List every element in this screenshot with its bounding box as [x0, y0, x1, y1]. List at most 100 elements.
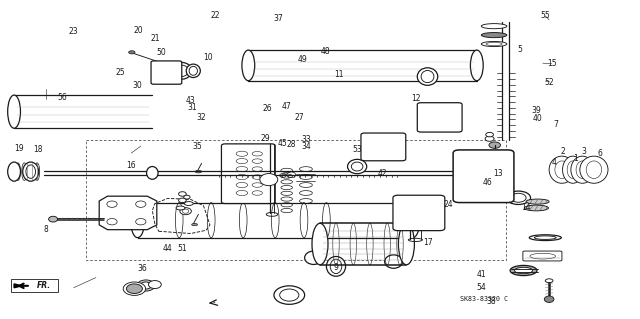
Text: 40: 40 [532, 114, 543, 122]
Ellipse shape [137, 280, 155, 291]
Text: 54: 54 [476, 283, 486, 292]
Ellipse shape [147, 167, 158, 179]
Ellipse shape [406, 203, 420, 238]
Text: 21: 21 [150, 34, 159, 43]
Ellipse shape [8, 162, 20, 181]
Ellipse shape [481, 33, 507, 38]
Polygon shape [99, 196, 157, 230]
Text: 49: 49 [297, 56, 307, 64]
Ellipse shape [186, 64, 200, 78]
Text: 2: 2 [561, 147, 566, 156]
Text: 22: 22 [211, 11, 220, 20]
Text: 10: 10 [203, 53, 213, 62]
FancyBboxPatch shape [453, 150, 514, 203]
Ellipse shape [580, 156, 608, 183]
Text: 31: 31 [187, 103, 197, 112]
Text: 15: 15 [547, 59, 557, 68]
Ellipse shape [280, 289, 299, 301]
Text: 56: 56 [58, 93, 68, 102]
Text: 36: 36 [137, 264, 147, 273]
FancyBboxPatch shape [417, 103, 462, 132]
Ellipse shape [123, 282, 146, 295]
Ellipse shape [563, 156, 583, 183]
Text: 14: 14 [521, 203, 531, 212]
FancyBboxPatch shape [221, 144, 275, 204]
Ellipse shape [486, 132, 493, 137]
Ellipse shape [8, 95, 20, 128]
Ellipse shape [305, 251, 323, 264]
Polygon shape [14, 284, 22, 288]
Ellipse shape [571, 156, 594, 183]
Text: 16: 16 [126, 161, 136, 170]
Text: 28: 28 [287, 140, 296, 149]
Text: 51: 51 [177, 244, 188, 253]
Ellipse shape [385, 255, 403, 268]
Text: 38: 38 [486, 297, 497, 306]
Ellipse shape [524, 205, 548, 211]
Ellipse shape [545, 279, 553, 283]
Ellipse shape [510, 265, 537, 276]
Ellipse shape [242, 50, 255, 81]
Text: 32: 32 [196, 113, 207, 122]
Ellipse shape [312, 223, 328, 265]
Ellipse shape [506, 191, 531, 204]
Ellipse shape [184, 202, 193, 205]
Text: 29: 29 [260, 134, 271, 143]
Ellipse shape [417, 68, 438, 85]
Ellipse shape [131, 203, 145, 238]
Text: 42: 42 [378, 169, 388, 178]
Text: FR.: FR. [37, 281, 51, 290]
Ellipse shape [348, 159, 367, 174]
Ellipse shape [481, 24, 507, 29]
Text: 24: 24 [443, 200, 453, 209]
Ellipse shape [49, 216, 58, 222]
Text: 45: 45 [278, 139, 288, 148]
Text: 50: 50 [156, 48, 166, 57]
Ellipse shape [180, 208, 191, 215]
Text: 19: 19 [14, 144, 24, 153]
Text: 37: 37 [273, 14, 284, 23]
Text: 20: 20 [133, 26, 143, 35]
Text: 8: 8 [44, 225, 49, 234]
Ellipse shape [195, 170, 202, 173]
Text: 23: 23 [68, 27, 79, 36]
Text: 18: 18 [34, 145, 43, 154]
Ellipse shape [470, 50, 483, 81]
Text: 35: 35 [192, 142, 202, 151]
Ellipse shape [179, 192, 186, 196]
Text: 12: 12 [412, 94, 420, 103]
Ellipse shape [515, 267, 532, 274]
Text: 26: 26 [262, 104, 273, 113]
Ellipse shape [129, 51, 135, 54]
Ellipse shape [526, 199, 549, 204]
FancyBboxPatch shape [361, 133, 406, 161]
Ellipse shape [489, 142, 500, 148]
Text: 27: 27 [294, 113, 305, 122]
FancyBboxPatch shape [523, 251, 562, 261]
Ellipse shape [545, 296, 554, 302]
Text: 39: 39 [531, 106, 541, 115]
Ellipse shape [140, 282, 152, 289]
Ellipse shape [398, 223, 415, 265]
Text: 25: 25 [115, 68, 125, 77]
Ellipse shape [173, 63, 191, 79]
Text: 34: 34 [301, 142, 311, 151]
Ellipse shape [148, 281, 161, 288]
Ellipse shape [274, 286, 305, 304]
Ellipse shape [192, 223, 198, 226]
Text: 3: 3 [581, 147, 586, 156]
Text: 52: 52 [544, 78, 554, 87]
Ellipse shape [184, 195, 190, 199]
Text: 1: 1 [573, 154, 579, 163]
Ellipse shape [127, 284, 143, 293]
Text: 11: 11 [335, 70, 344, 79]
Ellipse shape [176, 206, 185, 210]
Text: 44: 44 [163, 244, 173, 253]
Text: 5: 5 [517, 45, 522, 54]
Ellipse shape [326, 256, 346, 276]
Text: 6: 6 [598, 149, 603, 158]
Ellipse shape [260, 174, 278, 186]
FancyBboxPatch shape [151, 61, 182, 84]
Ellipse shape [549, 156, 575, 183]
Ellipse shape [481, 41, 507, 47]
